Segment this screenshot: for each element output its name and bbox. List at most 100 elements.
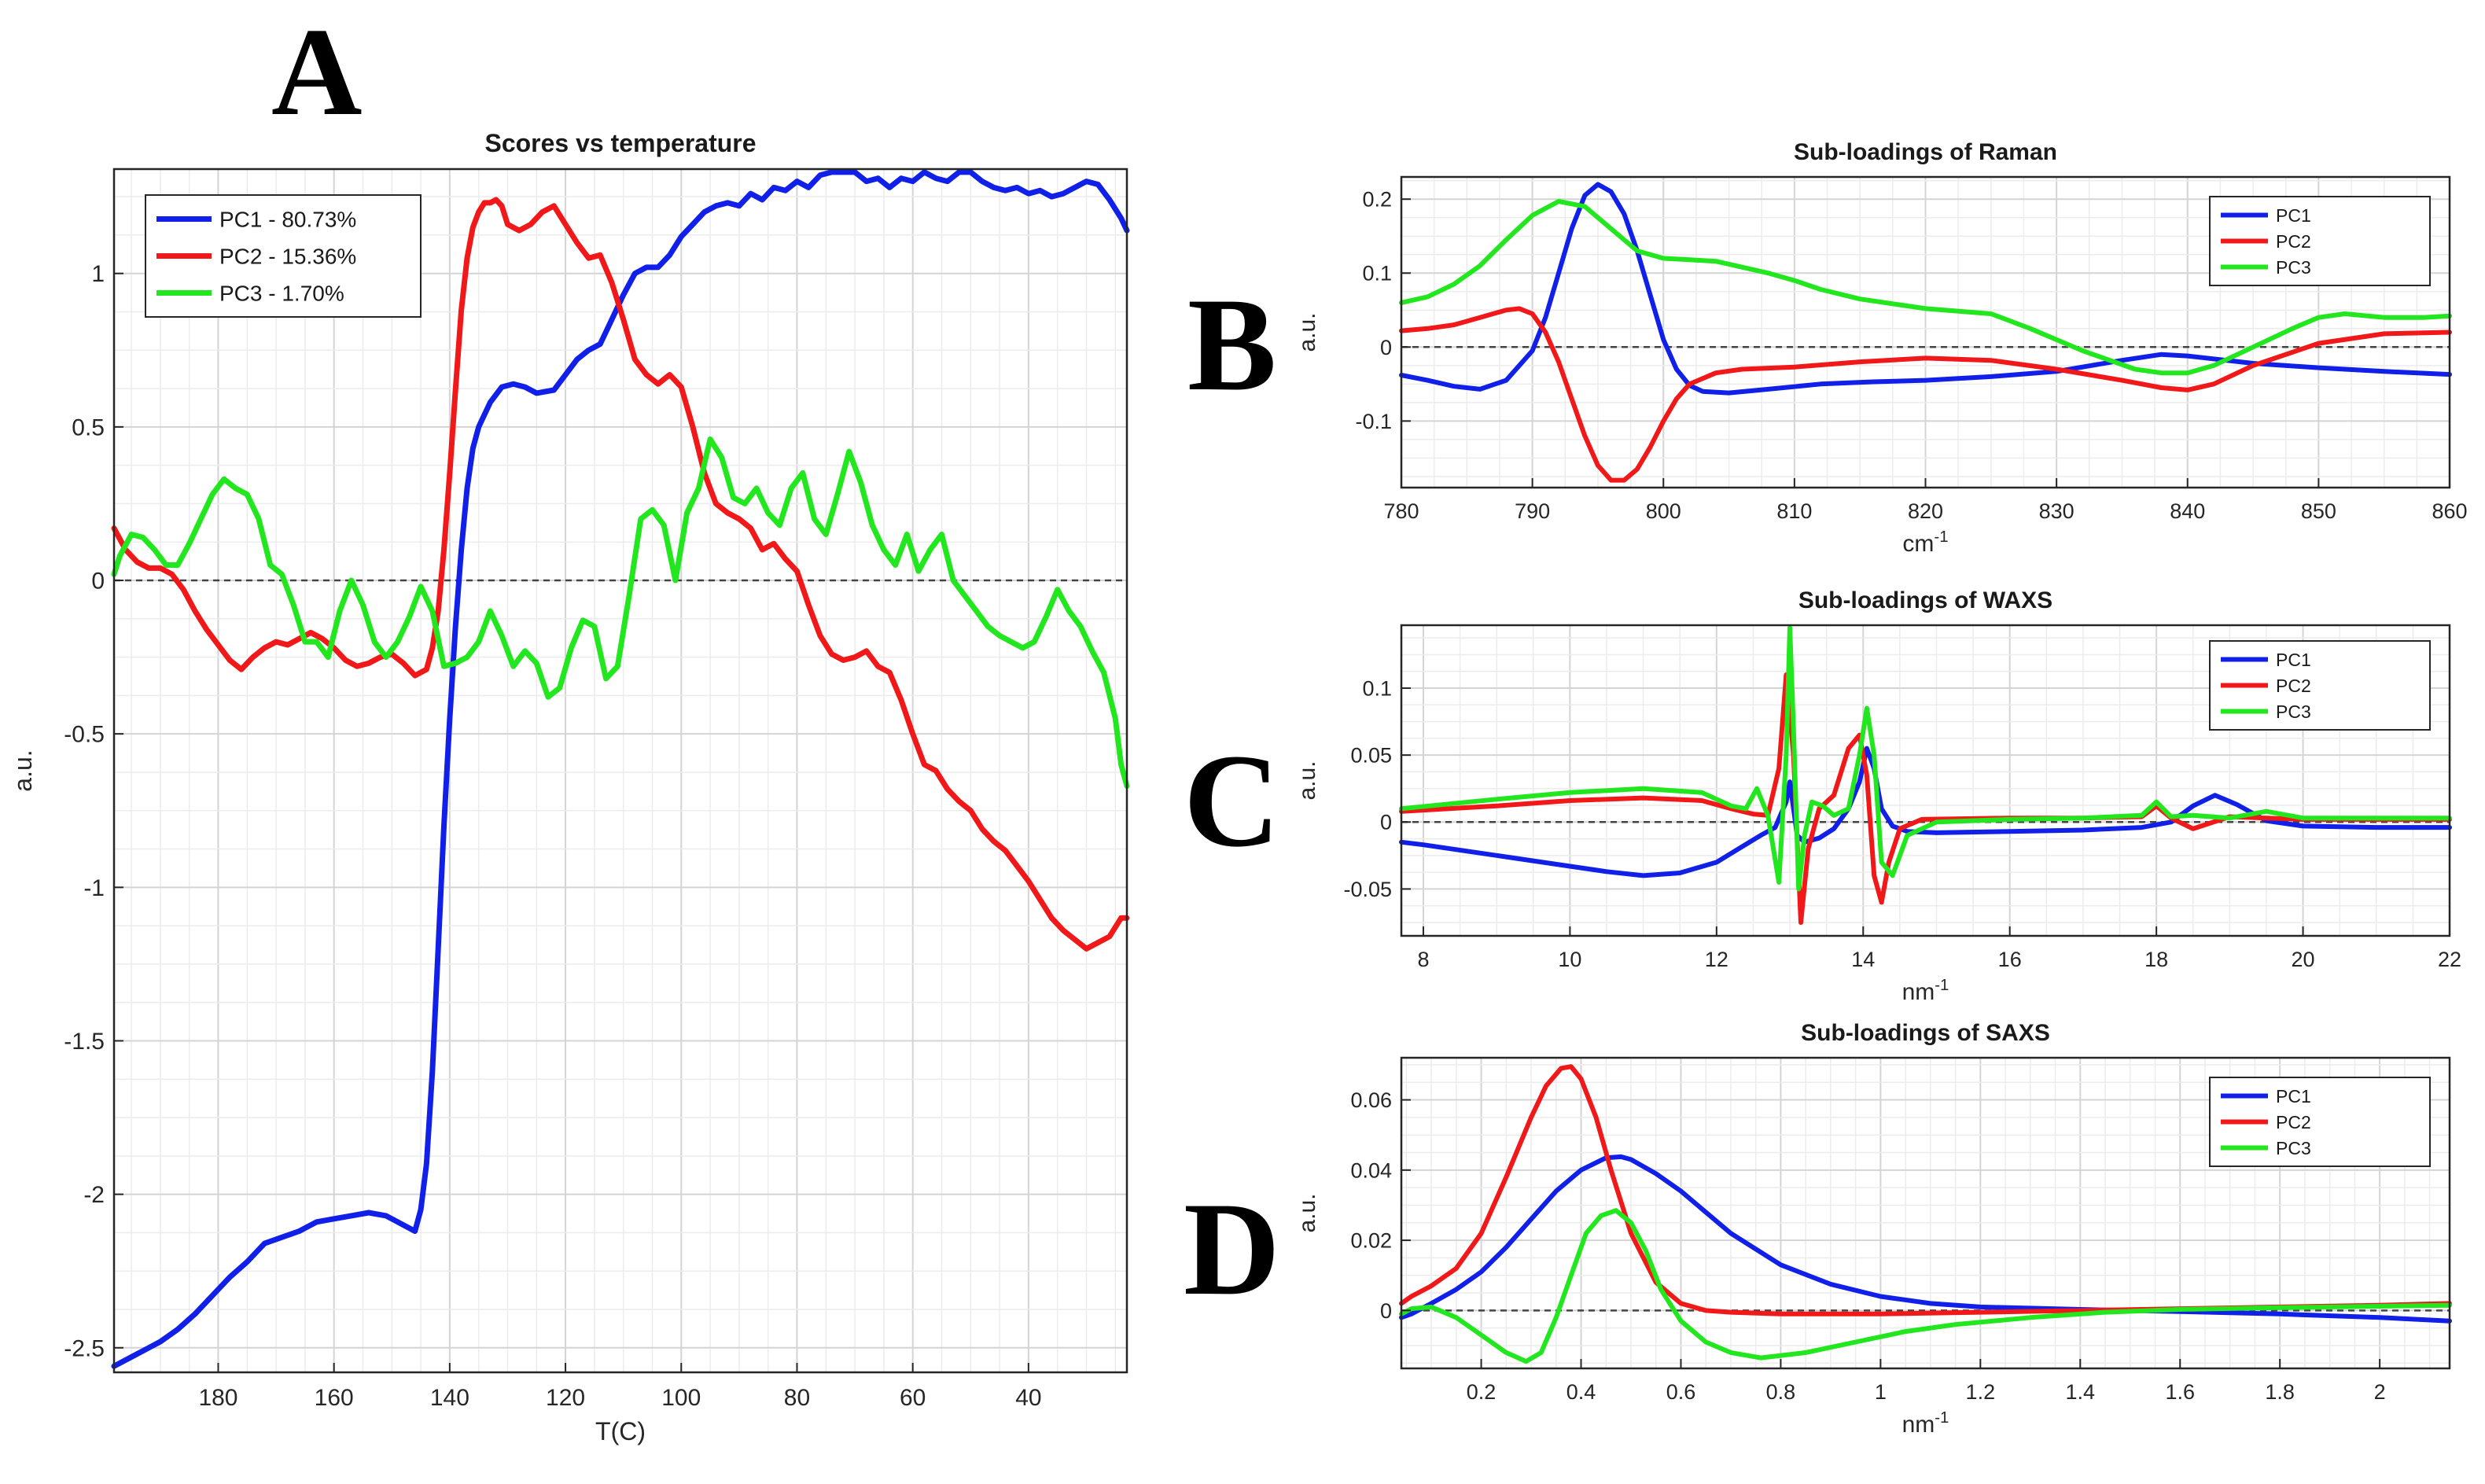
y-tick-label: -2.5 <box>64 1335 105 1361</box>
x-tick-label: 80 <box>784 1385 810 1411</box>
axes-frame <box>112 168 1128 1374</box>
chart-title: Sub-loadings of SAXS <box>1801 1020 2050 1046</box>
x-tick-label: 8 <box>1417 948 1429 971</box>
chart-title: Sub-loadings of WAXS <box>1798 587 2052 613</box>
x-axis-label: nm-1 <box>1902 1409 1949 1438</box>
series-line-pc1 <box>111 169 1130 1369</box>
x-tick-label: 780 <box>1383 499 1419 523</box>
series-line-pc2 <box>1399 1064 2452 1316</box>
series-line-pc3 <box>111 436 1130 789</box>
chart-scores-vs-temperature: 180 160 140 120 100 80 60 40 -2.5 -2 -1.5 -1 -0.5 0 0.… <box>9 129 1130 1445</box>
y-axis-label: a.u. <box>1294 760 1320 800</box>
axes-frame <box>1400 1056 2451 1370</box>
legend: PC1 - 80.73% PC2 - 15.36% PC3 - 1.70% <box>145 194 422 318</box>
x-tick-label: 180 <box>198 1385 237 1411</box>
legend-label-pc1: PC1 <box>2276 1086 2311 1107</box>
legend: PC1 PC2 PC3 <box>2209 640 2431 731</box>
legend-label-pc3: PC3 <box>2276 257 2311 278</box>
y-tick-label: -0.05 <box>1343 878 1392 901</box>
x-tick-label: 0.8 <box>1766 1380 1796 1404</box>
grid <box>1401 1058 2450 1368</box>
x-axis-label: cm-1 <box>1902 528 1948 557</box>
x-tick-label: 850 <box>2301 499 2336 523</box>
x-tick-label: 18 <box>2144 948 2168 971</box>
x-axis-label: T(C) <box>595 1417 646 1445</box>
x-tick-label: 22 <box>2438 948 2461 971</box>
y-tick-label: -0.5 <box>64 722 105 748</box>
y-tick-label: 0.2 <box>1362 188 1392 212</box>
y-tick-label: 0.05 <box>1350 744 1392 768</box>
y-tick-label: -1 <box>83 875 105 901</box>
y-tick-label: 0 <box>1380 336 1392 359</box>
panel-letter-d: D <box>1184 1175 1280 1323</box>
y-axis-label: a.u. <box>1294 312 1320 352</box>
y-tick-label: 0.1 <box>1362 676 1392 700</box>
x-tick-label: 12 <box>1705 948 1728 971</box>
legend-label-pc3: PC3 <box>2276 1138 2311 1158</box>
x-tick-label: 800 <box>1646 499 1681 523</box>
y-tick-label: 0 <box>1380 811 1392 834</box>
x-tick-label: 16 <box>1998 948 2022 971</box>
x-tick-label: 40 <box>1015 1385 1041 1411</box>
x-tick-label: 160 <box>315 1385 354 1411</box>
series-line-pc3 <box>1399 1208 2452 1364</box>
panel-letter-a: A <box>271 2 363 142</box>
x-tick-label: 140 <box>430 1385 469 1411</box>
chart-title: Sub-loadings of Raman <box>1794 139 2057 165</box>
series-line-pc3 <box>1399 625 2452 892</box>
x-tick-label: 810 <box>1776 499 1812 523</box>
legend: PC1 PC2 PC3 <box>2209 1077 2431 1167</box>
series-line-pc3 <box>1399 199 2452 376</box>
x-tick-label: 2 <box>2374 1380 2386 1404</box>
legend-label-pc1: PC1 - 80.73% <box>219 208 356 232</box>
y-tick-label: 0 <box>1380 1299 1392 1323</box>
x-axis-label-superscript: -1 <box>1935 1409 1949 1427</box>
y-tick-label: 0.1 <box>1362 262 1392 285</box>
y-tick-label: -0.1 <box>1355 410 1392 433</box>
y-tick-label: 0.06 <box>1350 1088 1392 1112</box>
series-line-pc2 <box>111 197 1130 952</box>
axes-frame <box>1400 624 2451 937</box>
y-tick-label: 0.02 <box>1350 1229 1392 1253</box>
chart-title: Scores vs temperature <box>484 129 756 157</box>
legend-label-pc1: PC1 <box>2276 205 2311 226</box>
y-tick-label: 0.5 <box>72 414 105 440</box>
legend-label-pc2: PC2 - 15.36% <box>219 245 356 269</box>
series-line-pc2 <box>1399 306 2452 483</box>
x-tick-label: 60 <box>900 1385 926 1411</box>
x-tick-label: 1 <box>1875 1380 1887 1404</box>
legend-label-pc2: PC2 <box>2276 231 2311 252</box>
legend-label-pc1: PC1 <box>2276 650 2311 670</box>
x-tick-label: 1.4 <box>2066 1380 2096 1404</box>
x-tick-label: 14 <box>1851 948 1875 971</box>
series-line-pc1 <box>1399 182 2452 396</box>
x-tick-label: 830 <box>2039 499 2075 523</box>
panel-letter-c: C <box>1184 727 1280 875</box>
x-tick-label: 100 <box>661 1385 701 1411</box>
legend-label-pc2: PC2 <box>2276 676 2311 696</box>
y-tick-label: -2 <box>83 1182 105 1208</box>
x-tick-label: 840 <box>2170 499 2205 523</box>
legend-label-pc3: PC3 - 1.70% <box>219 282 344 306</box>
x-axis-label: nm-1 <box>1902 977 1949 1005</box>
y-tick-label: 0 <box>91 569 105 595</box>
x-tick-label: 0.4 <box>1566 1380 1596 1404</box>
x-tick-label: 0.2 <box>1467 1380 1497 1404</box>
x-tick-label: 820 <box>1908 499 1943 523</box>
y-tick-label: 1 <box>91 261 105 287</box>
y-tick-label: -1.5 <box>64 1029 105 1055</box>
chart-raman-subloadings: 780 790 800 810 820 830 840 850 860 -0.1 0 0.1 0.2 Su… <box>1294 139 2468 557</box>
x-tick-label: 20 <box>2292 948 2315 971</box>
y-axis-label: a.u. <box>9 749 37 791</box>
y-tick-label: 0.04 <box>1350 1158 1392 1182</box>
legend: PC1 PC2 PC3 <box>2209 196 2431 286</box>
x-tick-label: 1.6 <box>2165 1380 2195 1404</box>
x-tick-label: 860 <box>2432 499 2467 523</box>
x-axis-label-superscript: -1 <box>1935 977 1949 994</box>
panel-letter-b: B <box>1187 271 1276 418</box>
x-tick-label: 1.8 <box>2265 1380 2295 1404</box>
legend-label-pc2: PC2 <box>2276 1112 2311 1132</box>
x-tick-label: 120 <box>546 1385 585 1411</box>
x-tick-label: 10 <box>1558 948 1581 971</box>
